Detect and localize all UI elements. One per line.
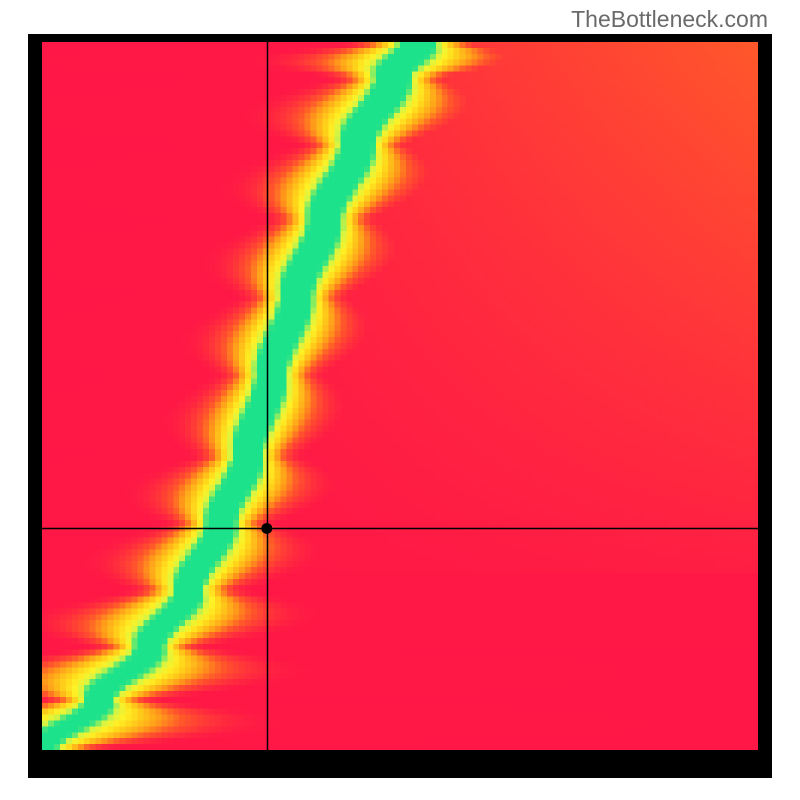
chart-frame bbox=[28, 34, 772, 778]
crosshair-overlay bbox=[42, 42, 758, 750]
watermark-text: TheBottleneck.com bbox=[571, 6, 768, 33]
heatmap-plot bbox=[42, 42, 758, 750]
